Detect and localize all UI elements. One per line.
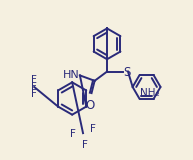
Text: F: F	[31, 82, 37, 92]
Text: F: F	[70, 129, 76, 139]
Text: F: F	[31, 75, 37, 85]
Text: NH₂: NH₂	[140, 88, 160, 98]
Text: S: S	[123, 66, 131, 79]
Text: HN: HN	[62, 70, 79, 80]
Text: O: O	[85, 99, 95, 112]
Text: F: F	[90, 124, 96, 134]
Text: F: F	[82, 140, 88, 150]
Text: F: F	[31, 89, 37, 99]
